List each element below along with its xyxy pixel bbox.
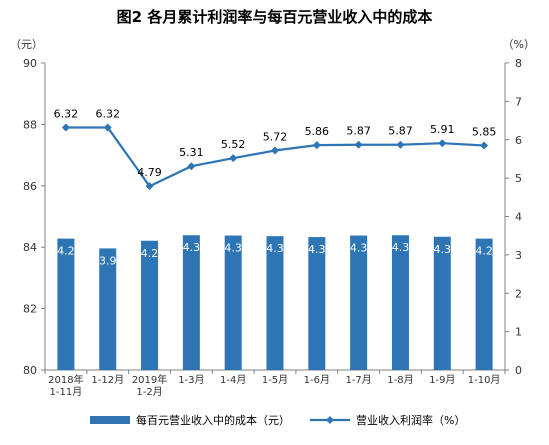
right-axis-unit: （%） xyxy=(502,38,535,51)
x-tick-label: 1-6月 xyxy=(304,374,330,386)
bar-value-label: 84.21 xyxy=(134,247,166,260)
legend-line-marker xyxy=(326,416,334,424)
bar xyxy=(350,235,368,370)
bar-value-label: 84.39 xyxy=(176,241,208,254)
x-tick-label: 1-7月 xyxy=(345,374,371,386)
x-tick-label: 1-5月 xyxy=(262,374,288,386)
bar-value-label: 83.96 xyxy=(92,254,124,267)
left-tick-label: 84 xyxy=(23,241,37,254)
bar xyxy=(141,240,159,370)
line-value-label: 5.87 xyxy=(388,125,413,138)
bar xyxy=(99,248,117,370)
line-point xyxy=(438,139,447,148)
legend-bar-label: 每百元营业收入中的成本（元） xyxy=(136,413,290,427)
line-value-label: 5.86 xyxy=(305,125,330,138)
x-tick-label: 1-9月 xyxy=(429,374,455,386)
line-point xyxy=(187,162,196,171)
right-tick-label: 3 xyxy=(515,249,522,262)
right-tick-label: 8 xyxy=(515,57,522,70)
line-point xyxy=(480,141,489,150)
bar xyxy=(57,238,75,370)
bar xyxy=(266,236,284,370)
line-point xyxy=(61,123,70,132)
x-tick-label: 2018年 xyxy=(48,373,83,386)
line-value-label: 5.91 xyxy=(430,123,455,136)
right-tick-label: 7 xyxy=(515,95,522,108)
bar xyxy=(433,236,451,370)
right-tick-label: 4 xyxy=(515,211,522,224)
line-value-label: 5.52 xyxy=(221,138,246,151)
bar xyxy=(308,237,326,370)
bar xyxy=(475,238,493,370)
line-value-label: 5.87 xyxy=(346,125,371,138)
x-tick-label: 1-2月 xyxy=(136,386,162,398)
x-tick-label: 1-8月 xyxy=(387,374,413,386)
bar-value-label: 84.28 xyxy=(468,245,500,258)
line-point xyxy=(271,146,279,155)
right-tick-label: 1 xyxy=(515,326,522,339)
line-value-label: 6.32 xyxy=(54,107,79,120)
left-axis-unit: （元） xyxy=(10,38,43,51)
line-point xyxy=(229,154,238,163)
line-point xyxy=(145,182,154,191)
line-value-label: 5.72 xyxy=(263,130,288,143)
left-tick-label: 90 xyxy=(23,57,37,70)
bar-value-label: 84.34 xyxy=(427,243,459,256)
line-point xyxy=(103,123,112,132)
x-tick-label: 1-11月 xyxy=(50,386,83,398)
right-tick-label: 6 xyxy=(515,134,522,147)
bar xyxy=(182,235,200,370)
x-tick-label: 1-4月 xyxy=(220,374,246,386)
left-tick-label: 86 xyxy=(23,180,37,193)
line-value-label: 4.79 xyxy=(137,166,162,179)
bar-value-label: 84.38 xyxy=(343,242,375,255)
right-tick-label: 2 xyxy=(515,287,522,300)
bar xyxy=(224,235,242,370)
legend-line-label: 营业收入利润率（%） xyxy=(356,413,465,427)
line-point xyxy=(354,140,363,149)
bar-value-label: 84.28 xyxy=(50,245,82,258)
bar-value-label: 84.33 xyxy=(301,243,333,256)
bar-value-label: 84.39 xyxy=(385,241,417,254)
left-tick-label: 82 xyxy=(23,303,37,316)
legend-bar-swatch xyxy=(90,416,130,424)
bar xyxy=(391,235,409,370)
line-value-label: 5.31 xyxy=(179,146,204,159)
right-tick-label: 5 xyxy=(515,172,522,185)
x-tick-label: 1-10月 xyxy=(468,374,501,386)
x-tick-label: 1-12月 xyxy=(91,374,124,386)
x-tick-label: 2019年 xyxy=(132,373,167,386)
line-point xyxy=(396,140,405,149)
left-tick-label: 88 xyxy=(23,118,37,131)
bar-value-label: 84.38 xyxy=(217,242,249,255)
chart-title: 图2 各月累计利润率与每百元营业收入中的成本 xyxy=(116,8,433,26)
line-point xyxy=(312,141,321,150)
x-tick-label: 1-3月 xyxy=(178,374,204,386)
line-value-label: 6.32 xyxy=(95,107,120,120)
left-tick-label: 80 xyxy=(23,364,37,377)
bar-value-label: 84.36 xyxy=(259,242,291,255)
line-value-label: 5.85 xyxy=(472,126,497,139)
right-tick-label: 0 xyxy=(515,364,522,377)
